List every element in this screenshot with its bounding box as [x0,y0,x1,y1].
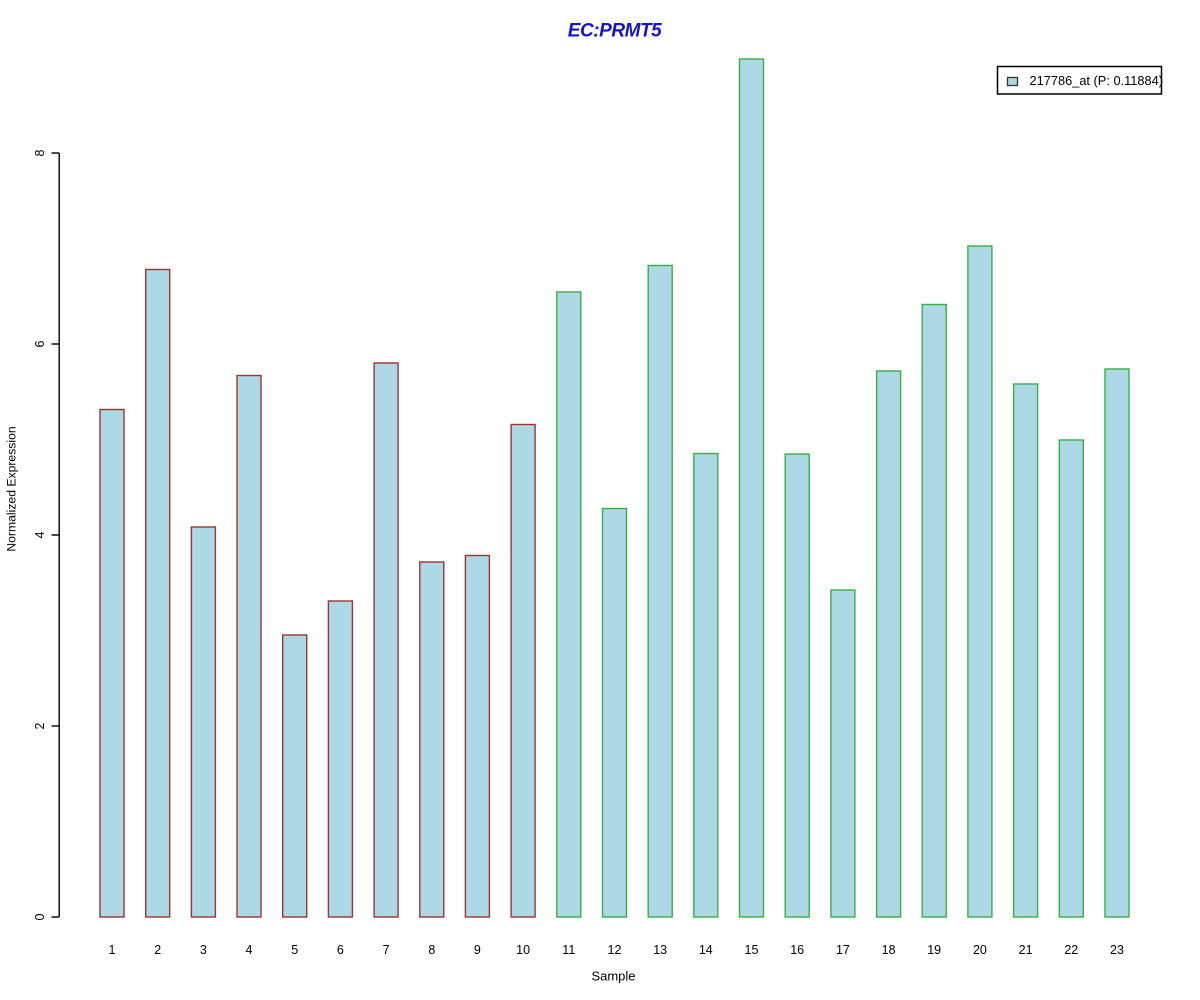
svg-text:21: 21 [1019,943,1033,957]
svg-text:217786_at (P: 0.11884): 217786_at (P: 0.11884) [1030,73,1164,88]
svg-text:7: 7 [383,943,390,957]
svg-text:10: 10 [516,943,530,957]
svg-text:11: 11 [562,943,575,957]
svg-text:20: 20 [973,943,987,957]
svg-text:8: 8 [428,943,435,957]
svg-text:6: 6 [337,943,344,957]
svg-text:13: 13 [653,943,667,957]
svg-text:15: 15 [745,943,759,957]
svg-text:19: 19 [927,943,941,957]
svg-text:1: 1 [109,943,116,957]
svg-text:14: 14 [699,943,713,957]
svg-text:6: 6 [33,340,47,347]
svg-text:16: 16 [790,943,804,957]
svg-text:2: 2 [33,722,47,729]
svg-text:8: 8 [33,149,47,156]
svg-text:0: 0 [33,913,47,920]
svg-text:Normalized Expression: Normalized Expression [5,426,19,551]
svg-text:9: 9 [474,943,481,957]
svg-text:23: 23 [1110,943,1124,957]
svg-text:17: 17 [836,943,850,957]
svg-text:2: 2 [154,943,161,957]
svg-text:12: 12 [608,943,622,957]
svg-text:EC:PRMT5: EC:PRMT5 [568,20,662,41]
svg-text:18: 18 [882,943,896,957]
svg-text:5: 5 [291,943,298,957]
svg-text:Sample: Sample [591,969,635,984]
svg-text:4: 4 [246,943,253,957]
svg-text:4: 4 [33,531,47,538]
svg-text:3: 3 [200,943,207,957]
svg-text:22: 22 [1064,943,1078,957]
